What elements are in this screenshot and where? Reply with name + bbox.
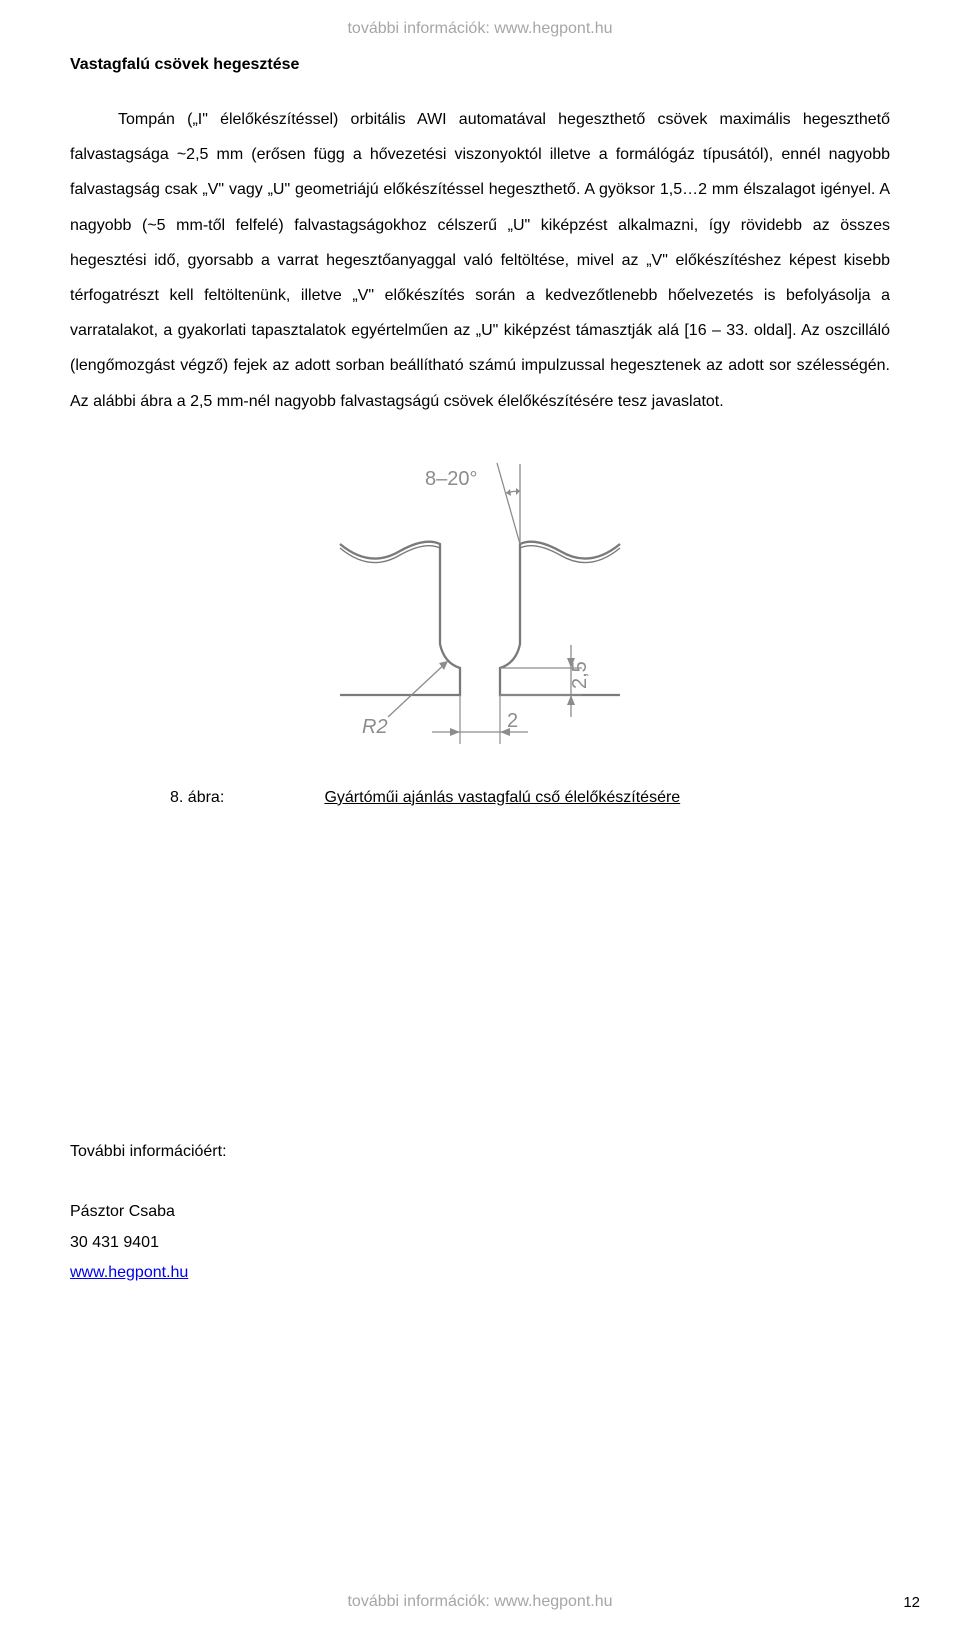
section-title: Vastagfalú csövek hegesztése: [70, 56, 890, 74]
contact-block: További információért: Pásztor Csaba 30 …: [70, 1137, 890, 1289]
header-link: további információk: www.hegpont.hu: [70, 20, 890, 38]
figure-caption: 8. ábra: Gyártóműi ajánlás vastagfalú cs…: [70, 789, 890, 807]
angle-label: 8–20°: [425, 468, 478, 490]
figure-caption-label: 8. ábra:: [170, 789, 320, 807]
contact-heading: További információért:: [70, 1137, 890, 1167]
contact-name: Pásztor Csaba: [70, 1197, 890, 1227]
height-label: 2,5: [569, 661, 591, 689]
footer-link: további információk: www.hegpont.hu: [0, 1593, 960, 1611]
groove-diagram: 8–20° R2 2 2,5: [330, 449, 630, 749]
page-number: 12: [903, 1594, 920, 1611]
contact-phone: 30 431 9401: [70, 1228, 890, 1258]
gap-label: 2: [507, 710, 518, 732]
contact-link[interactable]: www.hegpont.hu: [70, 1264, 188, 1281]
figure-container: 8–20° R2 2 2,5 8. ábra: Gyártóműi ajánlá…: [70, 449, 890, 807]
body-paragraph: Tompán („I" élelőkészítéssel) orbitális …: [70, 102, 890, 419]
page: további információk: www.hegpont.hu Vast…: [0, 0, 960, 1625]
figure-caption-text: Gyártóműi ajánlás vastagfalú cső élelőké…: [324, 789, 680, 806]
radius-label: R2: [362, 716, 388, 738]
